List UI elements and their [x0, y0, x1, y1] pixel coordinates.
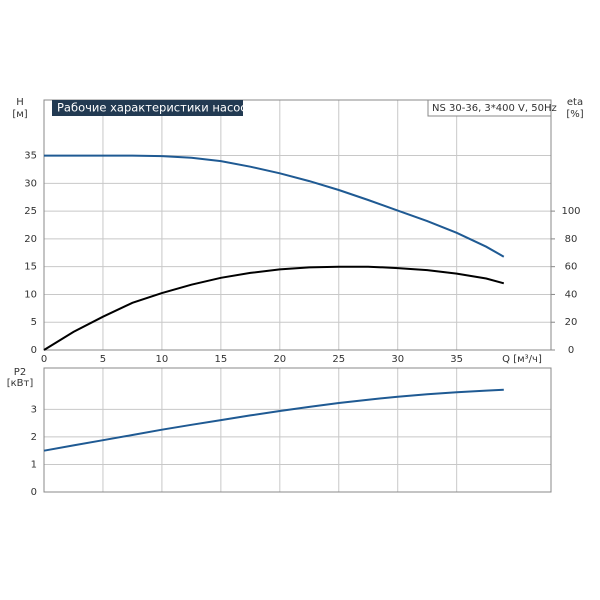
y-tick-label: 5: [31, 317, 37, 328]
x-tick-label: 0: [41, 354, 47, 365]
x-tick-label: 15: [214, 354, 227, 365]
x-tick-label: 5: [100, 354, 106, 365]
x-tick-label: 30: [391, 354, 404, 365]
y-tick-label: 0: [31, 345, 37, 356]
y2-axis-label: eta: [567, 97, 583, 108]
y2-tick-label: 40: [565, 289, 578, 300]
subtitle-box: [427, 99, 552, 117]
y-tick-label: 20: [24, 234, 37, 245]
y2-tick-label: 100: [561, 206, 580, 217]
y-axis-unit: [кВт]: [7, 378, 34, 389]
x-tick-label: 25: [332, 354, 345, 365]
chart-subtitle: NS 30-36, 3*400 V, 50Hz: [432, 103, 557, 114]
y-tick-label: 25: [24, 206, 37, 217]
x-tick-label: 35: [450, 354, 463, 365]
y-tick-label: 30: [24, 178, 37, 189]
y-axis-label: P2: [14, 367, 26, 378]
plot-frame: [43, 367, 552, 493]
x-tick-label: 20: [273, 354, 286, 365]
y2-tick-label: 60: [565, 262, 578, 273]
series-line: [44, 154, 505, 258]
y2-tick-label: 0: [568, 345, 574, 356]
plot-frame: [43, 99, 552, 351]
y-tick-label: 15: [24, 262, 37, 273]
y-tick-label: 0: [31, 487, 37, 498]
series-line: [43, 388, 504, 452]
y-tick-label: 1: [31, 459, 37, 470]
chart-title: Рабочие характеристики насоса: [57, 101, 254, 115]
series-line: [43, 265, 505, 351]
y-tick-label: 2: [31, 432, 37, 443]
y-tick-label: 10: [24, 289, 37, 300]
x-tick-label: 10: [156, 354, 169, 365]
y-tick-label: 35: [24, 151, 37, 162]
y2-tick-label: 80: [565, 234, 578, 245]
y-axis-label: H: [16, 97, 24, 108]
x-axis-label: Q [м³/ч]: [502, 354, 542, 365]
title-box: [52, 100, 243, 116]
y2-tick-label: 20: [565, 317, 578, 328]
y-axis-unit: [м]: [12, 109, 27, 120]
y-tick-label: 3: [31, 404, 37, 415]
y2-axis-unit: [%]: [566, 109, 583, 120]
